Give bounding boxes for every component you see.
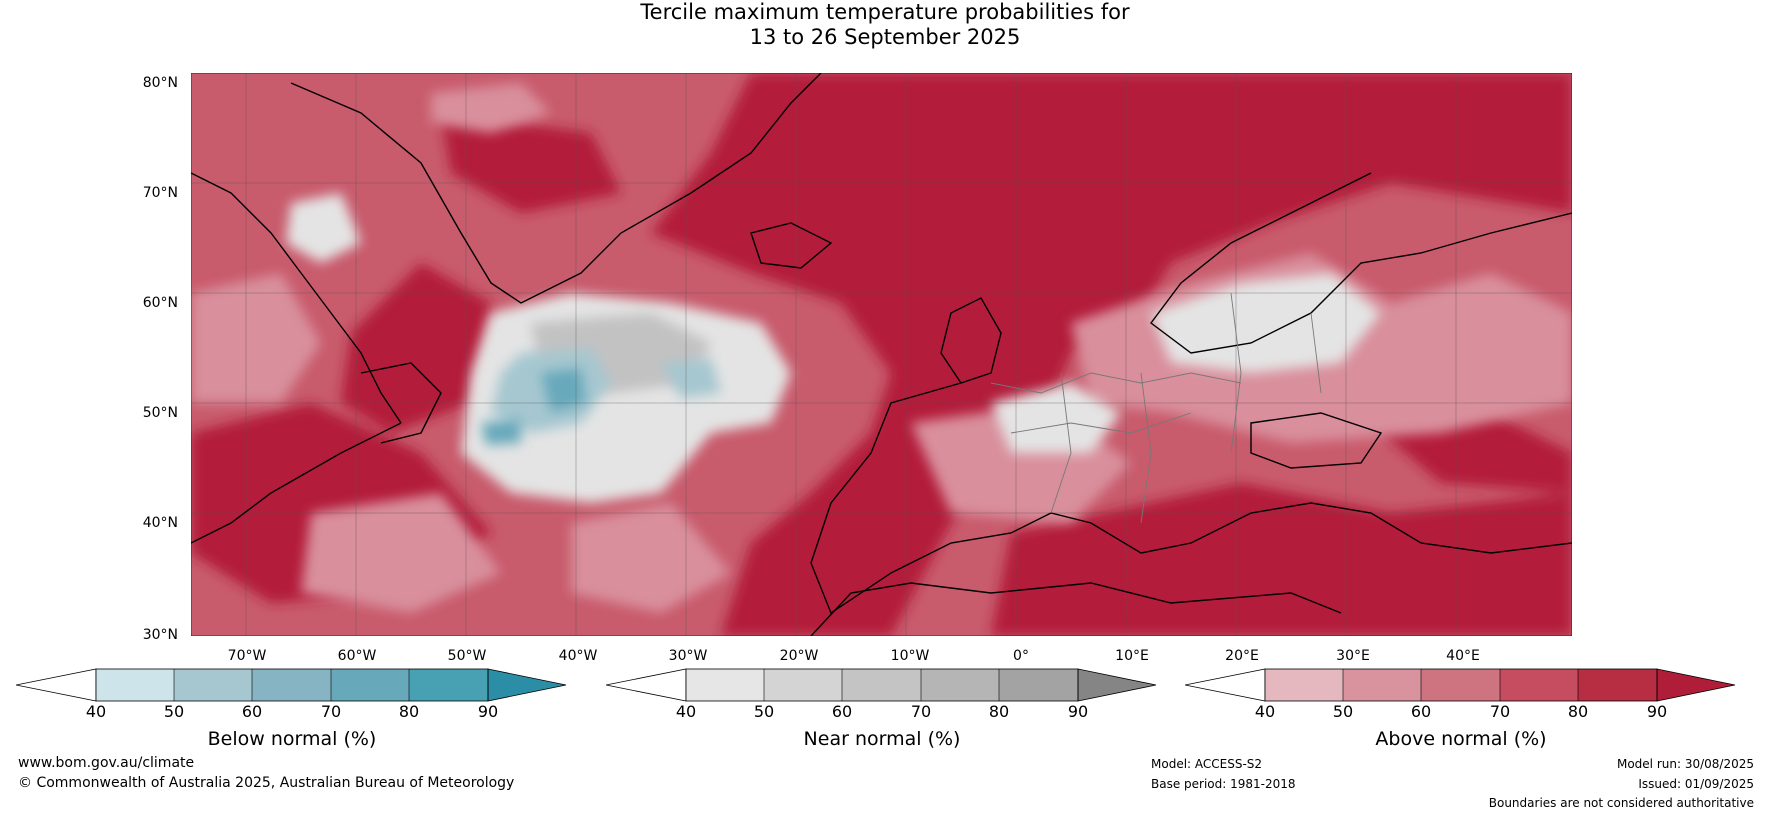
near-tick-40: 40	[675, 702, 697, 721]
below-tick-80: 80	[398, 702, 420, 721]
lat-label-60n: 60°N	[142, 295, 178, 311]
colorbar-seg	[1578, 669, 1657, 701]
near-tick-50: 50	[753, 702, 775, 721]
colorbar-seg	[96, 669, 174, 701]
lon-label-10e: 10°E	[1115, 648, 1149, 664]
lon-label-40w: 40°W	[558, 648, 598, 664]
above-tick-90: 90	[1646, 702, 1668, 721]
below-normal-high-zones	[481, 368, 586, 445]
probability-map	[191, 73, 1572, 636]
above-tick-80: 80	[1567, 702, 1589, 721]
disclaimer-text: Boundaries are not considered authoritat…	[1488, 796, 1754, 810]
website-link[interactable]: www.bom.gov.au/climate	[18, 755, 195, 771]
lat-label-50n: 50°N	[142, 405, 178, 421]
british-isles-coast	[940, 297, 1002, 384]
near-normal-label: Near normal (%)	[803, 728, 961, 750]
colorbar-seg-min	[1185, 668, 1266, 702]
lat-label-30n: 30°N	[142, 627, 178, 643]
colorbar-seg	[1500, 669, 1578, 701]
model-run-text: Model run: 30/08/2025	[1616, 757, 1754, 771]
above-tick-50: 50	[1332, 702, 1354, 721]
below-tick-50: 50	[163, 702, 185, 721]
colorbar-seg	[764, 669, 842, 701]
country-borders	[990, 292, 1322, 524]
lat-label-80n: 80°N	[142, 75, 178, 91]
above-tick-70: 70	[1489, 702, 1511, 721]
colorbar-near-normal	[606, 668, 1157, 702]
below-normal-label: Below normal (%)	[207, 728, 377, 750]
colorbar-seg	[1343, 669, 1421, 701]
colorbar-seg	[174, 669, 252, 701]
colorbar-seg	[1421, 669, 1500, 701]
base-period-text: Base period: 1981-2018	[1151, 777, 1296, 791]
colorbar-seg-max	[1656, 668, 1736, 702]
below-tick-90: 90	[477, 702, 499, 721]
above-tick-60: 60	[1410, 702, 1432, 721]
above-tick-40: 40	[1254, 702, 1276, 721]
lat-label-70n: 70°N	[142, 185, 178, 201]
near-normal-zones	[286, 193, 1381, 503]
scandinavia-coast	[1150, 172, 1572, 354]
lon-label-20e: 20°E	[1225, 648, 1259, 664]
above-normal-high-zones	[191, 73, 1572, 636]
lon-label-20w: 20°W	[779, 648, 819, 664]
colorbar-seg	[686, 669, 764, 701]
lon-label-50w: 50°W	[447, 648, 487, 664]
newfoundland-coast	[360, 362, 442, 444]
above-normal-label: Above normal (%)	[1375, 728, 1547, 750]
greenland-coast	[290, 73, 822, 304]
graticule	[191, 73, 1572, 636]
title-line-2: 13 to 26 September 2025	[749, 25, 1021, 49]
colorbar-seg	[921, 669, 999, 701]
colorbar-seg-min	[16, 668, 97, 702]
colorbar-seg	[1265, 669, 1343, 701]
issued-text: Issued: 01/09/2025	[1638, 777, 1754, 791]
below-tick-40: 40	[85, 702, 107, 721]
near-tick-80: 80	[988, 702, 1010, 721]
lon-label-10w: 10°W	[890, 648, 930, 664]
iceland-coast	[750, 222, 833, 269]
near-tick-90: 90	[1067, 702, 1089, 721]
below-tick-60: 60	[241, 702, 263, 721]
lon-label-30e: 30°E	[1336, 648, 1370, 664]
copyright-text: © Commonwealth of Australia 2025, Austra…	[18, 775, 515, 791]
below-tick-70: 70	[320, 702, 342, 721]
title-line-1: Tercile maximum temperature probabilitie…	[640, 0, 1130, 24]
near-tick-60: 60	[831, 702, 853, 721]
lon-label-0: 0°	[1013, 648, 1029, 664]
lon-label-30w: 30°W	[668, 648, 708, 664]
colorbar-seg-min	[606, 668, 687, 702]
colorbar-seg	[331, 669, 409, 701]
canada-coast	[191, 172, 402, 424]
colorbar-seg	[842, 669, 921, 701]
model-text: Model: ACCESS-S2	[1151, 757, 1263, 771]
colorbar-seg	[252, 669, 331, 701]
black-sea-coast	[1250, 412, 1383, 469]
colorbar-above-normal	[1185, 668, 1736, 702]
colorbar-below-normal	[16, 668, 567, 702]
lon-label-60w: 60°W	[337, 648, 377, 664]
colorbar-seg	[409, 669, 488, 701]
lat-label-40n: 40°N	[142, 515, 178, 531]
colorbar-seg	[999, 669, 1078, 701]
colorbar-seg-max	[1077, 668, 1157, 702]
lon-label-70w: 70°W	[227, 648, 267, 664]
lon-label-40e: 40°E	[1446, 648, 1480, 664]
africa-coast	[810, 582, 1342, 636]
us-coast	[191, 422, 402, 544]
near-tick-70: 70	[910, 702, 932, 721]
colorbar-seg-max	[487, 668, 567, 702]
map-title: Tercile maximum temperature probabilitie…	[0, 0, 1770, 50]
